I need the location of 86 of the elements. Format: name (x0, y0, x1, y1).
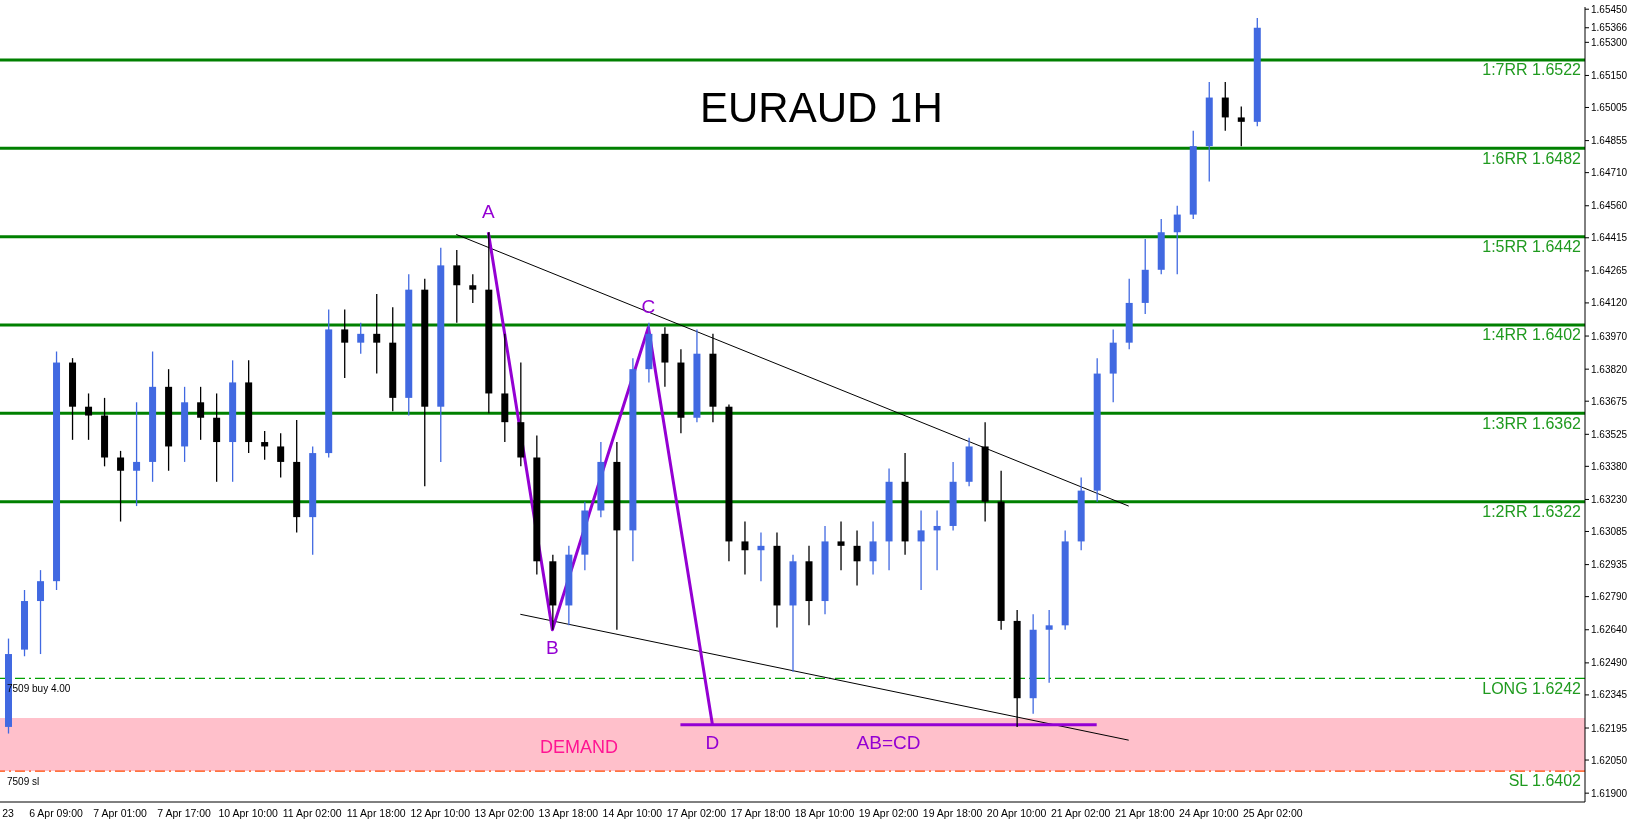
candlestick (837, 520, 845, 571)
y-tick-label: 1.62935 (1591, 559, 1628, 571)
candlestick (1173, 205, 1181, 275)
x-tick-label: 6 Apr 09:00 (29, 807, 84, 820)
x-tick-label: 23 (2, 807, 14, 820)
ref-line-label: 1:2RR 1.6322 (1482, 503, 1582, 521)
candlestick (741, 520, 749, 576)
ref-line-label: LONG 1.6242 (1482, 679, 1582, 697)
y-tick-label: 1.64120 (1591, 297, 1628, 309)
data-label: AB=CD (856, 731, 921, 753)
x-tick-label: 13 Apr 02:00 (474, 807, 535, 820)
ref-line-label: 1:7RR 1.6522 (1482, 61, 1582, 79)
candlestick (1221, 81, 1229, 132)
data-label: B (546, 636, 559, 658)
ref-line-label: 1:5RR 1.6442 (1482, 238, 1582, 256)
y-tick-label: 1.63085 (1591, 526, 1628, 538)
x-tick-label: 12 Apr 10:00 (410, 807, 471, 820)
x-tick-label: 19 Apr 18:00 (922, 807, 983, 820)
y-tick-label: 1.61900 (1591, 787, 1628, 799)
ref-line-label: 1:6RR 1.6482 (1482, 149, 1582, 167)
data-label: C (641, 296, 656, 318)
text: EURAUD 1H (700, 84, 943, 132)
candlestick (869, 520, 877, 576)
x-tick-label: 17 Apr 02:00 (666, 807, 727, 820)
y-tick-label: 1.64415 (1591, 232, 1628, 244)
candlestick (469, 273, 477, 304)
x-tick-label: 21 Apr 18:00 (1114, 807, 1175, 820)
y-tick-label: 1.64560 (1591, 200, 1628, 212)
ref-line-label: SL 1.6402 (1508, 772, 1582, 790)
y-tick-label: 1.65005 (1591, 102, 1628, 114)
annotation: 7509 sl (7, 776, 40, 788)
candlestick (757, 531, 765, 582)
ref-line-label: 1:3RR 1.6362 (1482, 414, 1582, 432)
candlestick (197, 386, 205, 441)
y-tick-label: 1.63820 (1591, 363, 1628, 375)
y-tick-label: 1.62640 (1591, 624, 1628, 636)
x-tick-label: 7 Apr 01:00 (93, 807, 148, 820)
candlestick (373, 293, 381, 375)
y-tick-label: 1.63675 (1591, 395, 1628, 407)
candlestick (277, 432, 285, 479)
x-tick-label: 25 Apr 02:00 (1243, 807, 1303, 820)
x-tick-label: 13 Apr 18:00 (538, 807, 599, 820)
y-tick-label: 1.63525 (1591, 428, 1628, 440)
x-tick-label: 21 Apr 02:00 (1050, 807, 1111, 820)
candlestick (453, 249, 461, 324)
candlestick (37, 569, 45, 655)
x-tick-label: 11 Apr 18:00 (346, 807, 406, 820)
y-tick-label: 1.63230 (1591, 494, 1628, 506)
x-tick-label: 10 Apr 10:00 (218, 807, 279, 820)
candlestick (85, 392, 93, 441)
y-tick-label: 1.62345 (1591, 689, 1628, 701)
candlestick (1045, 609, 1053, 684)
candlestick (933, 509, 941, 571)
y-tick-label: 1.62490 (1591, 657, 1628, 669)
candlestick (853, 529, 861, 587)
candlestick (261, 430, 269, 461)
y-tick-label: 1.65366 (1591, 22, 1628, 34)
candlestick (341, 308, 349, 379)
candlestick (357, 322, 365, 355)
data-label: D (705, 731, 720, 753)
x-tick-label: 20 Apr 10:00 (986, 807, 1047, 820)
x-tick-label: 24 Apr 10:00 (1178, 807, 1239, 820)
y-tick-label: 1.62790 (1591, 591, 1628, 603)
y-tick-label: 1.64710 (1591, 167, 1628, 179)
ref-line-label: 1:4RR 1.6402 (1482, 326, 1582, 344)
candlestick (917, 509, 925, 591)
y-tick-label: 1.64265 (1591, 265, 1628, 277)
candlestick (1237, 105, 1245, 147)
x-tick-label: 17 Apr 18:00 (730, 807, 791, 820)
x-tick-label: 14 Apr 10:00 (602, 807, 663, 820)
y-tick-label: 1.64855 (1591, 135, 1628, 147)
band-label: DEMAND (540, 736, 619, 757)
y-tick-label: 1.65150 (1591, 70, 1628, 82)
x-tick-label: 18 Apr 10:00 (794, 807, 855, 820)
y-tick-label: 1.62050 (1591, 754, 1628, 766)
y-tick-label: 1.63970 (1591, 330, 1628, 342)
y-tick-label: 1.63380 (1591, 460, 1628, 472)
x-tick-label: 11 Apr 02:00 (282, 807, 342, 820)
y-tick-label: 1.65450 (1591, 3, 1628, 15)
x-tick-label: 19 Apr 02:00 (858, 807, 919, 820)
y-tick-label: 1.65300 (1591, 36, 1628, 48)
data-label: A (481, 201, 495, 223)
candlestick (117, 450, 125, 523)
y-tick-label: 1.62195 (1591, 722, 1628, 734)
x-tick-label: 7 Apr 17:00 (157, 807, 212, 820)
candlestick (133, 401, 141, 507)
